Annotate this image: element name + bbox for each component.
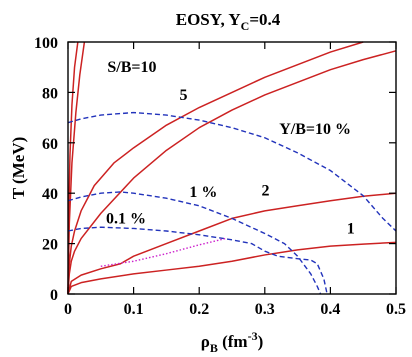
x-axis-label-rest: (fm — [218, 332, 248, 351]
y-tick-label: 80 — [42, 85, 58, 102]
curve-s-b-10 — [67, 41, 364, 295]
tick-labels: 0 0.1 0.2 0.3 0.4 0.5 0 20 40 60 80 100 — [34, 35, 406, 318]
chart-title-main: EOSY, Y — [176, 10, 241, 29]
x-axis-label-sub: B — [210, 341, 218, 355]
curve-label-1: 1 % — [189, 184, 217, 201]
y-tick-label: 0 — [50, 287, 58, 304]
y-tick-label: 60 — [42, 136, 58, 153]
curve-label-2: 2 — [262, 183, 270, 200]
chart-title-rest: =0.4 — [249, 10, 280, 29]
curve-s-b-5 — [67, 50, 397, 295]
x-tick-label: 0.1 — [124, 301, 144, 318]
y-tick-label: 20 — [42, 237, 58, 254]
curve-y-b-10 — [67, 111, 397, 232]
y-tick-label: 100 — [34, 35, 58, 52]
x-axis-label-sup: -3 — [248, 329, 258, 343]
curve-label-5: 5 — [180, 87, 188, 104]
curve-label-0-1: 0.1 % — [106, 210, 146, 227]
x-axis-label-main: ρ — [201, 332, 210, 351]
x-tick-label: 0.5 — [386, 301, 406, 318]
curve-steep-b — [67, 41, 86, 295]
ticks — [67, 41, 397, 295]
x-tick-label: 0.3 — [255, 301, 275, 318]
curve-label-s-b-10: S/B=10 — [107, 59, 156, 76]
curve-s-b-2 — [67, 192, 397, 295]
chart-title: EOSY, YC=0.4 — [176, 10, 281, 33]
curve-y-b-1 — [67, 191, 322, 295]
plot-frame — [67, 41, 397, 295]
curve-label-y-b-10: Y/B=10 % — [279, 121, 351, 138]
curves — [67, 41, 397, 295]
x-axis-label-end: ) — [258, 332, 264, 351]
x-axis-label: ρB (fm-3) — [201, 329, 264, 355]
x-tick-label: 0 — [64, 301, 72, 318]
curve-labels: S/B=10 5 Y/B=10 % 1 % 2 0.1 % 1 — [106, 59, 355, 237]
curve-dotted — [100, 237, 226, 267]
x-tick-label: 0.2 — [189, 301, 209, 318]
curve-s-b-1 — [67, 241, 397, 295]
x-tick-label: 0.4 — [320, 301, 340, 318]
y-tick-label: 40 — [42, 186, 58, 203]
y-axis-label: T (MeV) — [9, 137, 28, 199]
curve-y-b-0-1 — [67, 226, 328, 295]
curve-label-1: 1 — [347, 221, 355, 238]
chart-title-sub: C — [241, 19, 250, 33]
